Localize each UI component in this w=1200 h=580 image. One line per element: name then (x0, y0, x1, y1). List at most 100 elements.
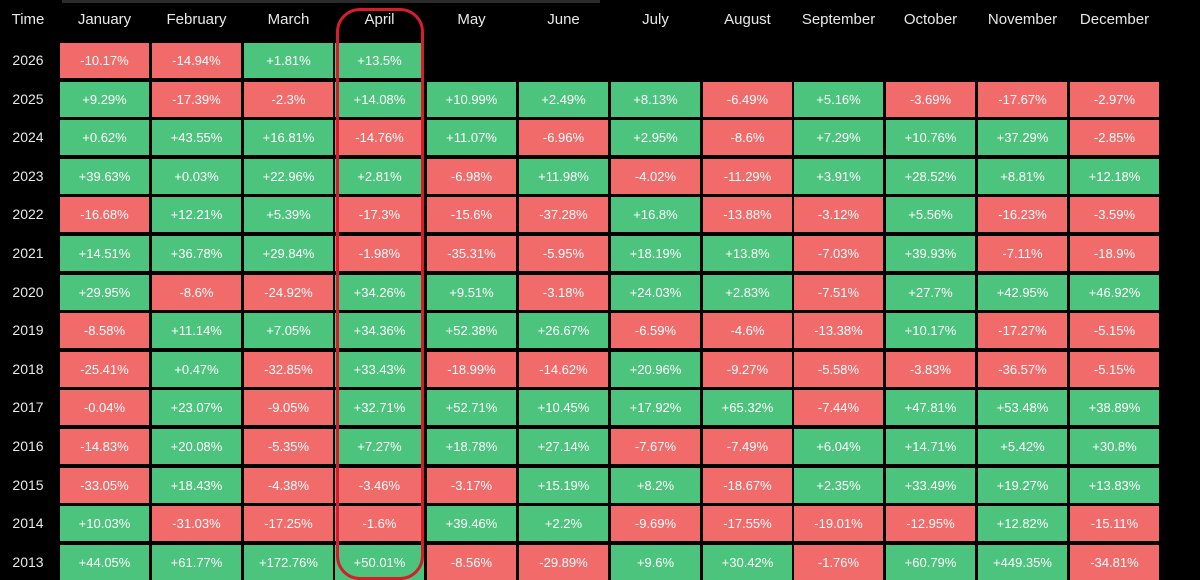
return-cell[interactable]: +50.01% (335, 545, 424, 580)
return-cell[interactable]: -5.35% (244, 429, 333, 464)
return-cell[interactable]: -14.76% (335, 120, 424, 155)
return-cell[interactable]: +27.7% (886, 275, 975, 310)
return-cell[interactable]: +7.05% (244, 313, 333, 348)
return-cell[interactable]: +37.29% (978, 120, 1067, 155)
return-cell[interactable]: +39.46% (427, 506, 516, 541)
return-cell[interactable]: +5.42% (978, 429, 1067, 464)
return-cell[interactable]: -13.88% (703, 197, 792, 232)
return-cell[interactable]: +53.48% (978, 390, 1067, 425)
return-cell[interactable]: -2.85% (1070, 120, 1159, 155)
return-cell[interactable]: +14.51% (60, 236, 149, 271)
month-header-april[interactable]: April (364, 11, 395, 28)
return-cell[interactable]: -7.44% (794, 390, 883, 425)
return-cell[interactable]: +47.81% (886, 390, 975, 425)
return-cell[interactable]: +34.36% (335, 313, 424, 348)
return-cell[interactable]: +0.47% (152, 352, 241, 387)
return-cell[interactable]: -8.6% (152, 275, 241, 310)
return-cell[interactable]: +5.56% (886, 197, 975, 232)
return-cell[interactable]: +39.93% (886, 236, 975, 271)
return-cell[interactable]: -2.97% (1070, 82, 1159, 117)
return-cell[interactable]: +29.84% (244, 236, 333, 271)
return-cell[interactable]: +7.29% (794, 120, 883, 155)
return-cell[interactable]: +24.03% (611, 275, 700, 310)
return-cell[interactable]: -34.81% (1070, 545, 1159, 580)
month-header-november[interactable]: November (987, 11, 1058, 28)
return-cell[interactable]: -19.01% (794, 506, 883, 541)
return-cell[interactable]: -5.15% (1070, 352, 1159, 387)
return-cell[interactable]: +5.16% (794, 82, 883, 117)
return-cell[interactable]: +11.98% (519, 159, 608, 194)
return-cell[interactable]: -15.6% (427, 197, 516, 232)
return-cell[interactable]: +19.27% (978, 468, 1067, 503)
return-cell[interactable]: -14.62% (519, 352, 608, 387)
return-cell[interactable]: +13.8% (703, 236, 792, 271)
return-cell[interactable]: +8.13% (611, 82, 700, 117)
return-cell[interactable]: -36.57% (978, 352, 1067, 387)
return-cell[interactable]: +7.27% (335, 429, 424, 464)
return-cell[interactable]: -7.03% (794, 236, 883, 271)
month-header-february[interactable]: February (166, 11, 227, 28)
return-cell[interactable]: -1.98% (335, 236, 424, 271)
return-cell[interactable]: +20.96% (611, 352, 700, 387)
month-header-july[interactable]: July (642, 11, 669, 28)
return-cell[interactable]: -31.03% (152, 506, 241, 541)
return-cell[interactable]: -17.27% (978, 313, 1067, 348)
return-cell[interactable]: -14.83% (60, 429, 149, 464)
return-cell[interactable]: -37.28% (519, 197, 608, 232)
return-cell[interactable]: -25.41% (60, 352, 149, 387)
return-cell[interactable]: -15.11% (1070, 506, 1159, 541)
return-cell[interactable]: +23.07% (152, 390, 241, 425)
return-cell[interactable]: +17.92% (611, 390, 700, 425)
return-cell[interactable]: +5.39% (244, 197, 333, 232)
return-cell[interactable]: +2.49% (519, 82, 608, 117)
return-cell[interactable]: +42.95% (978, 275, 1067, 310)
return-cell[interactable]: -18.99% (427, 352, 516, 387)
return-cell[interactable]: -1.76% (794, 545, 883, 580)
return-cell[interactable]: -18.9% (1070, 236, 1159, 271)
return-cell[interactable]: +8.81% (978, 159, 1067, 194)
return-cell[interactable]: +2.83% (703, 275, 792, 310)
return-cell[interactable]: -29.89% (519, 545, 608, 580)
return-cell[interactable]: +32.71% (335, 390, 424, 425)
return-cell[interactable]: +11.07% (427, 120, 516, 155)
return-cell[interactable]: -4.6% (703, 313, 792, 348)
return-cell[interactable]: +10.99% (427, 82, 516, 117)
return-cell[interactable]: +2.95% (611, 120, 700, 155)
return-cell[interactable]: +34.26% (335, 275, 424, 310)
return-cell[interactable]: -17.55% (703, 506, 792, 541)
return-cell[interactable]: +61.77% (152, 545, 241, 580)
return-cell[interactable]: +9.29% (60, 82, 149, 117)
return-cell[interactable]: -5.15% (1070, 313, 1159, 348)
return-cell[interactable]: +26.67% (519, 313, 608, 348)
return-cell[interactable]: +172.76% (244, 545, 333, 580)
month-header-may[interactable]: May (457, 11, 486, 28)
return-cell[interactable]: +14.71% (886, 429, 975, 464)
return-cell[interactable]: -10.17% (60, 43, 149, 78)
return-cell[interactable]: -7.49% (703, 429, 792, 464)
return-cell[interactable]: +10.76% (886, 120, 975, 155)
return-cell[interactable]: -7.51% (794, 275, 883, 310)
return-cell[interactable]: -3.59% (1070, 197, 1159, 232)
return-cell[interactable]: +52.38% (427, 313, 516, 348)
return-cell[interactable]: -17.67% (978, 82, 1067, 117)
return-cell[interactable]: +65.32% (703, 390, 792, 425)
return-cell[interactable]: -35.31% (427, 236, 516, 271)
return-cell[interactable]: +2.35% (794, 468, 883, 503)
return-cell[interactable]: -17.3% (335, 197, 424, 232)
return-cell[interactable]: -3.18% (519, 275, 608, 310)
month-header-august[interactable]: August (724, 11, 771, 28)
return-cell[interactable]: -5.95% (519, 236, 608, 271)
return-cell[interactable]: -9.05% (244, 390, 333, 425)
return-cell[interactable]: +30.42% (703, 545, 792, 580)
return-cell[interactable]: -16.68% (60, 197, 149, 232)
return-cell[interactable]: -3.12% (794, 197, 883, 232)
return-cell[interactable]: -11.29% (703, 159, 792, 194)
return-cell[interactable]: +2.2% (519, 506, 608, 541)
return-cell[interactable]: -24.92% (244, 275, 333, 310)
month-header-june[interactable]: June (547, 11, 580, 28)
return-cell[interactable]: +9.51% (427, 275, 516, 310)
return-cell[interactable]: -0.04% (60, 390, 149, 425)
return-cell[interactable]: +2.81% (335, 159, 424, 194)
return-cell[interactable]: -8.58% (60, 313, 149, 348)
return-cell[interactable]: +11.14% (152, 313, 241, 348)
